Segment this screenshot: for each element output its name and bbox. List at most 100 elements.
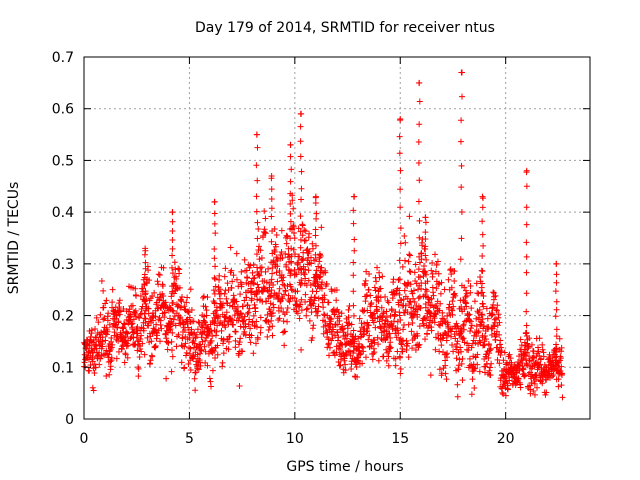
data-point	[396, 312, 403, 319]
data-point	[478, 312, 485, 319]
data-point	[246, 305, 253, 312]
data-point	[378, 304, 385, 311]
data-point	[553, 359, 560, 366]
data-point	[416, 98, 423, 105]
data-point	[268, 213, 275, 220]
data-point	[465, 347, 472, 354]
data-point	[526, 335, 533, 342]
data-point	[502, 375, 509, 382]
data-point	[428, 327, 435, 334]
data-point	[442, 357, 449, 364]
data-point	[272, 243, 279, 250]
data-point	[553, 306, 560, 313]
data-point	[104, 328, 111, 335]
data-point	[169, 329, 176, 336]
data-point	[253, 318, 260, 325]
data-point	[309, 245, 316, 252]
data-point	[462, 287, 469, 294]
data-point	[495, 311, 502, 318]
data-point	[105, 310, 112, 317]
data-point	[202, 348, 209, 355]
data-point	[192, 335, 199, 342]
data-point	[429, 270, 436, 277]
data-point	[108, 354, 115, 361]
data-point	[243, 294, 250, 301]
data-point	[209, 332, 216, 339]
data-point	[199, 338, 206, 345]
data-point	[193, 331, 200, 338]
data-point	[97, 355, 104, 362]
data-point	[467, 325, 474, 332]
data-point	[328, 315, 335, 322]
x-tick-label: 20	[497, 431, 515, 447]
data-point	[382, 293, 389, 300]
data-point	[282, 250, 289, 257]
data-point	[268, 287, 275, 294]
data-point	[203, 312, 210, 319]
data-point	[274, 263, 281, 270]
data-point	[393, 334, 400, 341]
data-point	[296, 253, 303, 260]
data-point	[553, 333, 560, 340]
data-point	[306, 230, 313, 237]
data-point	[536, 361, 543, 368]
data-point	[265, 265, 272, 272]
data-point	[247, 289, 254, 296]
data-point	[553, 271, 560, 278]
data-point	[449, 311, 456, 318]
data-point	[397, 297, 404, 304]
data-point	[185, 361, 192, 368]
data-point	[257, 247, 264, 254]
data-point	[482, 333, 489, 340]
data-point	[433, 285, 440, 292]
data-point	[288, 258, 295, 265]
data-point	[372, 287, 379, 294]
data-point	[181, 326, 188, 333]
data-point	[360, 308, 367, 315]
data-point	[297, 228, 304, 235]
data-point	[457, 256, 464, 263]
data-point	[137, 336, 144, 343]
x-tick-label: 15	[391, 431, 409, 447]
data-point	[360, 348, 367, 355]
data-point	[312, 232, 319, 239]
data-point	[278, 249, 285, 256]
data-point	[127, 335, 134, 342]
data-point	[350, 288, 357, 295]
data-point	[501, 349, 508, 356]
data-point	[350, 302, 357, 309]
data-point	[224, 280, 231, 287]
data-point	[273, 231, 280, 238]
data-point	[178, 342, 185, 349]
data-point	[439, 335, 446, 342]
data-point	[226, 333, 233, 340]
data-point	[480, 322, 487, 329]
data-point	[320, 304, 327, 311]
data-point	[458, 117, 465, 124]
data-point	[211, 348, 218, 355]
data-point	[385, 331, 392, 338]
data-point	[132, 285, 139, 292]
data-point	[128, 321, 135, 328]
data-point	[392, 355, 399, 362]
data-point	[428, 267, 435, 274]
data-point	[124, 354, 131, 361]
data-point	[147, 360, 154, 367]
data-point	[322, 318, 329, 325]
data-point	[263, 298, 270, 305]
data-point	[402, 239, 409, 246]
data-point	[284, 305, 291, 312]
data-point	[206, 375, 213, 382]
data-point	[415, 295, 422, 302]
data-point	[269, 227, 276, 234]
data-point	[134, 347, 141, 354]
data-point	[423, 314, 430, 321]
data-point	[309, 240, 316, 247]
data-point	[178, 304, 185, 311]
data-point	[238, 310, 245, 317]
data-point	[279, 295, 286, 302]
data-point	[468, 391, 475, 398]
data-point	[276, 315, 283, 322]
data-point	[416, 323, 423, 330]
